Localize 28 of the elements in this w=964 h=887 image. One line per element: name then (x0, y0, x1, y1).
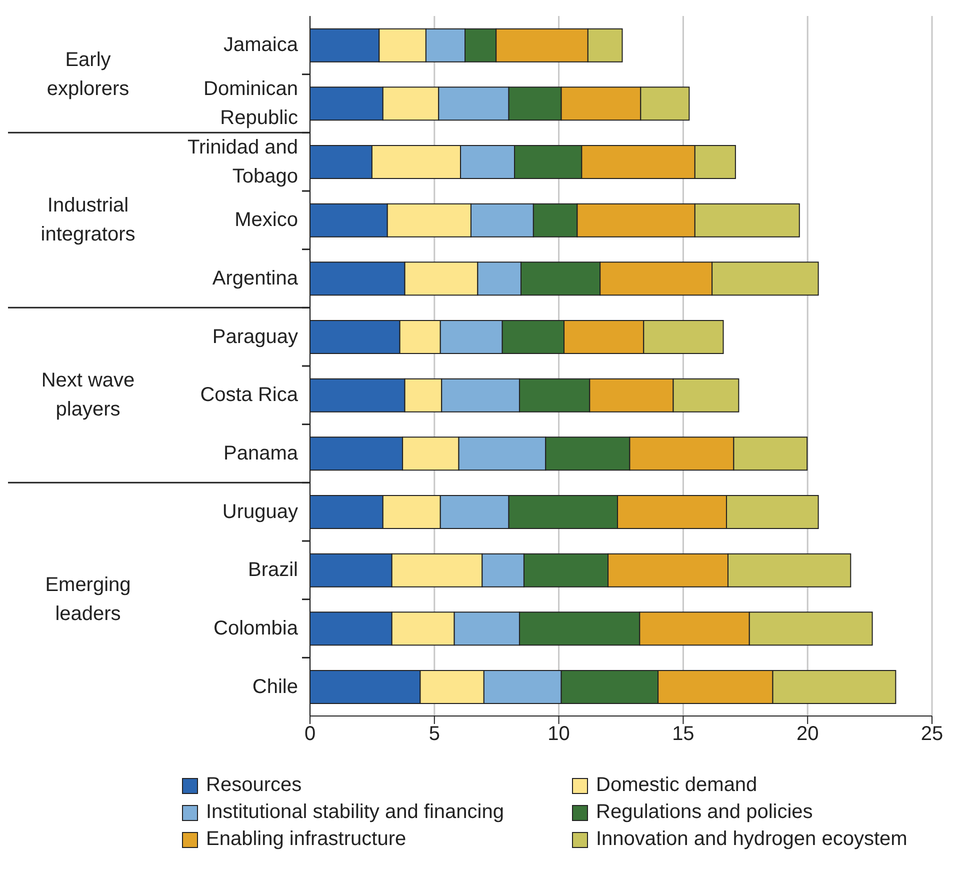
y-tick-label: Colombia (214, 618, 299, 640)
legend-label: Innovation and hydrogen ecoystem (596, 828, 908, 851)
x-tick-label: 5 (428, 723, 440, 746)
y-tick-label: Mexico (234, 209, 298, 232)
text: Early explorers (46, 48, 130, 100)
legend-label: Domestic demand (596, 774, 758, 797)
x-tick-label: 20 (796, 723, 819, 746)
y-tick-label: Argentina (212, 268, 299, 290)
x-tick-label: 25 (920, 723, 944, 746)
y-tick-label: Panama (224, 442, 299, 464)
legend-label: Enabling infrastructure (206, 828, 406, 851)
y-tick-label: Paraguay (212, 326, 298, 348)
y-tick-label: Chile (252, 676, 298, 698)
text: Industrial integrators (40, 194, 136, 246)
y-tick-label: Jamaica (224, 34, 299, 56)
text: Emerging leaders (45, 574, 131, 625)
legend-label: Institutional stability and financing (206, 801, 504, 824)
x-tick-label: 0 (304, 723, 316, 746)
x-tick-label: 10 (548, 723, 570, 746)
legend-label: Regulations and policies (596, 801, 813, 824)
y-tick-label: Costa Rica (200, 384, 299, 406)
y-tick-label: Uruguay (222, 500, 298, 523)
y-tick-label: Trinidad and Tobago (188, 136, 298, 188)
y-tick-label: Brazil (248, 559, 298, 582)
y-tick-label: Dominican Republic (204, 78, 298, 129)
x-tick-label: 15 (672, 723, 694, 746)
text: Next wave players (41, 370, 135, 421)
legend-label: Resources (206, 774, 302, 797)
